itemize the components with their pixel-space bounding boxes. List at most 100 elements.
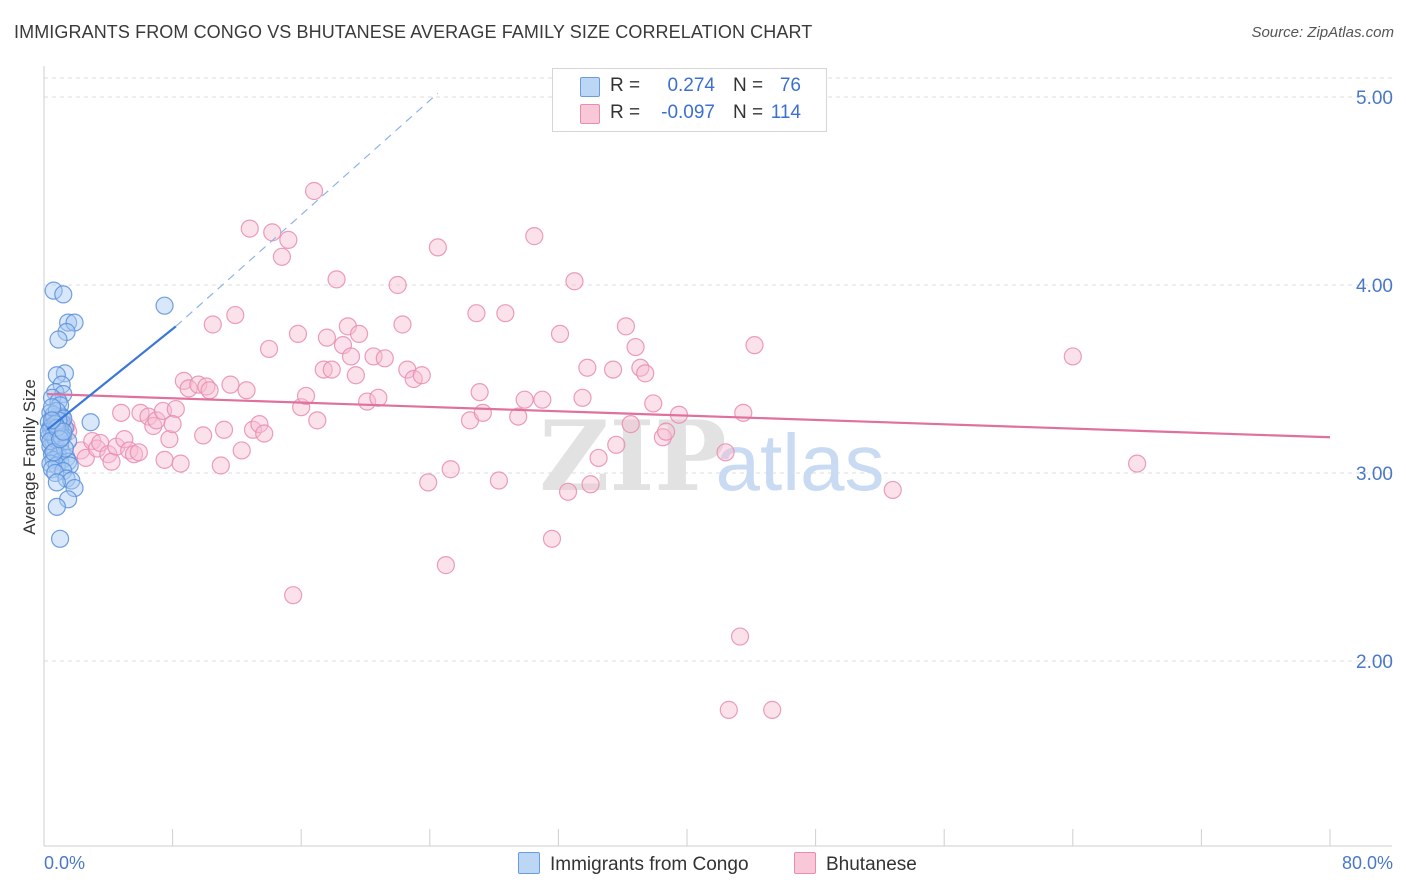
bhutanese-point xyxy=(129,443,148,462)
bhutanese-point xyxy=(288,324,308,343)
bhutanese-point xyxy=(496,304,515,323)
congo-point xyxy=(46,463,65,483)
congo-point xyxy=(65,478,84,498)
congo-legend-label: Immigrants from Congo xyxy=(550,854,749,875)
congo-point xyxy=(44,281,63,300)
bhutanese-point xyxy=(221,375,240,394)
bhutanese-point xyxy=(255,424,274,443)
bhutanese-point xyxy=(428,238,447,257)
bhutanese-point xyxy=(322,360,341,379)
bhutanese-points xyxy=(49,181,1147,719)
bhutanese-point xyxy=(194,426,213,445)
bhutanese-point xyxy=(263,223,282,242)
bhutanese-point xyxy=(369,388,388,407)
bhutanese-point xyxy=(226,305,245,325)
bhutanese-point xyxy=(296,386,316,406)
bhutanese-legend-label: Bhutanese xyxy=(826,854,917,875)
watermark-zip: ZIP xyxy=(539,400,726,513)
source-label: Source: ZipAtlas.com xyxy=(1251,24,1394,41)
bhutanese-point xyxy=(515,390,534,409)
congo-point xyxy=(47,497,66,516)
bhutanese-point xyxy=(341,347,361,366)
bhutanese-point xyxy=(489,471,509,490)
bhutanese-point xyxy=(304,181,324,201)
bhutanese-point xyxy=(558,482,578,501)
congo-n-value: 76 xyxy=(779,75,801,96)
bhutanese-swatch xyxy=(794,852,816,874)
bhutanese-point xyxy=(364,347,383,366)
bhutanese-point xyxy=(441,460,460,479)
gridlines xyxy=(44,77,1392,662)
x-tick-label: 0.0% xyxy=(44,853,85,873)
bhutanese-point xyxy=(1127,454,1147,473)
bhutanese-point xyxy=(279,230,298,249)
bhutanese-point xyxy=(1063,347,1082,366)
congo-point xyxy=(47,473,66,492)
bhutanese-point xyxy=(87,439,107,458)
bhutanese-point xyxy=(730,627,750,646)
watermark-atlas: atlas xyxy=(716,418,885,507)
y-tick-label: 4.00 xyxy=(1356,276,1393,297)
bhutanese-point xyxy=(589,448,608,468)
bhutanese-point xyxy=(327,270,346,289)
bhutanese-point xyxy=(473,403,492,422)
bhutanese-point xyxy=(214,420,234,439)
bhutanese-point xyxy=(419,473,438,492)
bhutanese-trend-line xyxy=(47,392,1331,439)
bhutanese-point xyxy=(883,480,902,500)
bhutanese-point xyxy=(240,219,259,238)
bhutanese-point xyxy=(616,317,636,336)
bhutanese-point xyxy=(763,700,782,719)
n-label: N = xyxy=(733,75,764,96)
bhutanese-point xyxy=(388,275,407,295)
x-tick-label: 80.0% xyxy=(1342,853,1393,873)
bhutanese-point xyxy=(603,360,623,379)
bhutanese-point xyxy=(200,381,219,400)
bhutanese-point xyxy=(112,403,131,422)
bhutanese-point xyxy=(412,366,431,385)
bhutanese-point xyxy=(211,456,230,475)
bhutanese-point xyxy=(621,415,640,434)
bhutanese-point xyxy=(259,339,279,359)
bhutanese-swatch xyxy=(580,104,600,124)
congo-point xyxy=(50,529,70,548)
congo-point xyxy=(54,285,73,304)
congo-r-value: 0.274 xyxy=(667,75,715,96)
bhutanese-point xyxy=(573,388,592,407)
bhutanese-point xyxy=(272,247,292,266)
bhutanese-point xyxy=(470,383,489,402)
trend-lines xyxy=(46,92,1331,439)
bhutanese-n-value: 114 xyxy=(770,102,801,123)
congo-trend-line xyxy=(46,325,177,431)
bhutanese-point xyxy=(644,394,663,413)
bhutanese-point xyxy=(542,529,562,548)
bhutanese-point xyxy=(533,390,552,409)
bhutanese-point xyxy=(565,272,584,291)
bhutanese-point xyxy=(232,441,251,460)
bhutanese-point xyxy=(631,358,650,377)
r-label: R = xyxy=(610,75,641,96)
bhutanese-point xyxy=(160,430,179,449)
bhutanese-point xyxy=(525,227,544,246)
congo-point xyxy=(155,296,174,315)
bhutanese-point xyxy=(509,407,528,426)
congo-swatch xyxy=(518,852,540,874)
bhutanese-point xyxy=(317,328,337,347)
bhutanese-point xyxy=(115,430,134,449)
bhutanese-point xyxy=(203,315,222,334)
bhutanese-point xyxy=(436,556,455,575)
congo-point xyxy=(81,413,100,432)
y-tick-label: 2.00 xyxy=(1356,652,1393,673)
y-tick-label: 5.00 xyxy=(1356,88,1393,109)
bhutanese-point xyxy=(171,454,190,473)
bottom-legend-bhutanese: Bhutanese xyxy=(794,852,917,876)
congo-swatch xyxy=(580,77,600,97)
tick-labels: 2.00 3.00 4.00 5.00 0.0% 80.0% xyxy=(44,88,1393,873)
r-label: R = xyxy=(610,102,641,123)
bhutanese-point xyxy=(393,315,412,334)
congo-trend-extension xyxy=(175,92,439,327)
bhutanese-point xyxy=(166,399,185,419)
y-tick-label: 3.00 xyxy=(1356,464,1393,485)
bhutanese-point xyxy=(346,366,365,385)
congo-point xyxy=(54,422,73,441)
